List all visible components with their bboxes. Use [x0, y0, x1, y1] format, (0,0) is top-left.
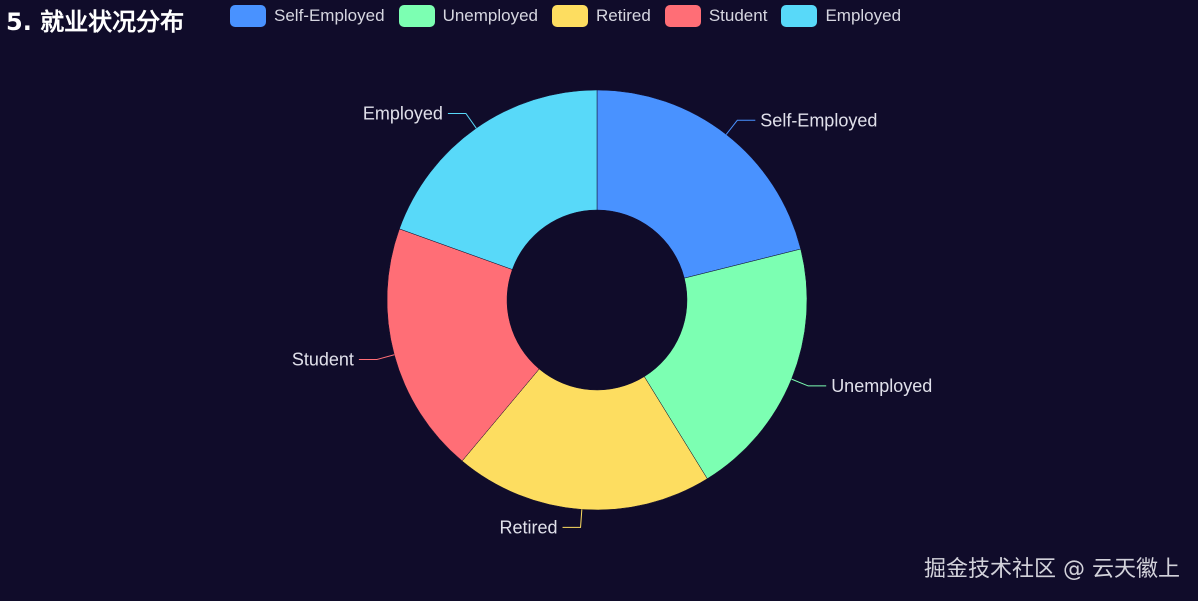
legend-item-student[interactable]: Student	[664, 5, 768, 27]
slice-label: Student	[292, 349, 354, 369]
legend-label: Student	[708, 6, 768, 25]
legend-swatch	[664, 5, 701, 27]
legend-item-unemployed[interactable]: Unemployed	[398, 5, 539, 27]
legend: Self-Employed Unemployed Retired Student Emp…	[230, 5, 915, 27]
slice-label: Self-Employed	[760, 110, 877, 130]
slice-label: Retired	[500, 517, 558, 537]
legend-item-employed[interactable]: Employed	[781, 5, 901, 27]
label-line	[358, 354, 395, 360]
slice-employed[interactable]	[399, 89, 598, 270]
legend-label: Retired	[596, 6, 651, 25]
slice-label: Employed	[363, 103, 443, 123]
legend-swatch	[552, 5, 589, 27]
label-line	[791, 378, 827, 387]
label-line	[562, 509, 583, 528]
legend-swatch	[398, 5, 435, 27]
watermark: 掘金技术社区 @ 云天徽上	[924, 557, 1180, 582]
slice-student[interactable]	[386, 228, 540, 462]
legend-label: Unemployed	[442, 6, 539, 25]
slice-retired[interactable]	[461, 368, 708, 511]
legend-label: Employed	[825, 6, 902, 25]
legend-label: Self-Employed	[274, 6, 385, 25]
legend-swatch	[781, 5, 818, 27]
chart-title: 5. 就业状况分布	[6, 8, 185, 36]
slice-self-employed[interactable]	[596, 89, 802, 279]
label-line	[725, 119, 756, 135]
legend-item-retired[interactable]: Retired	[552, 5, 651, 27]
slice-label: Unemployed	[831, 376, 932, 396]
slice-unemployed[interactable]	[643, 248, 808, 480]
legend-swatch	[230, 5, 266, 27]
label-line	[447, 112, 477, 129]
legend-item-self-employed[interactable]: Self-Employed	[230, 5, 385, 27]
